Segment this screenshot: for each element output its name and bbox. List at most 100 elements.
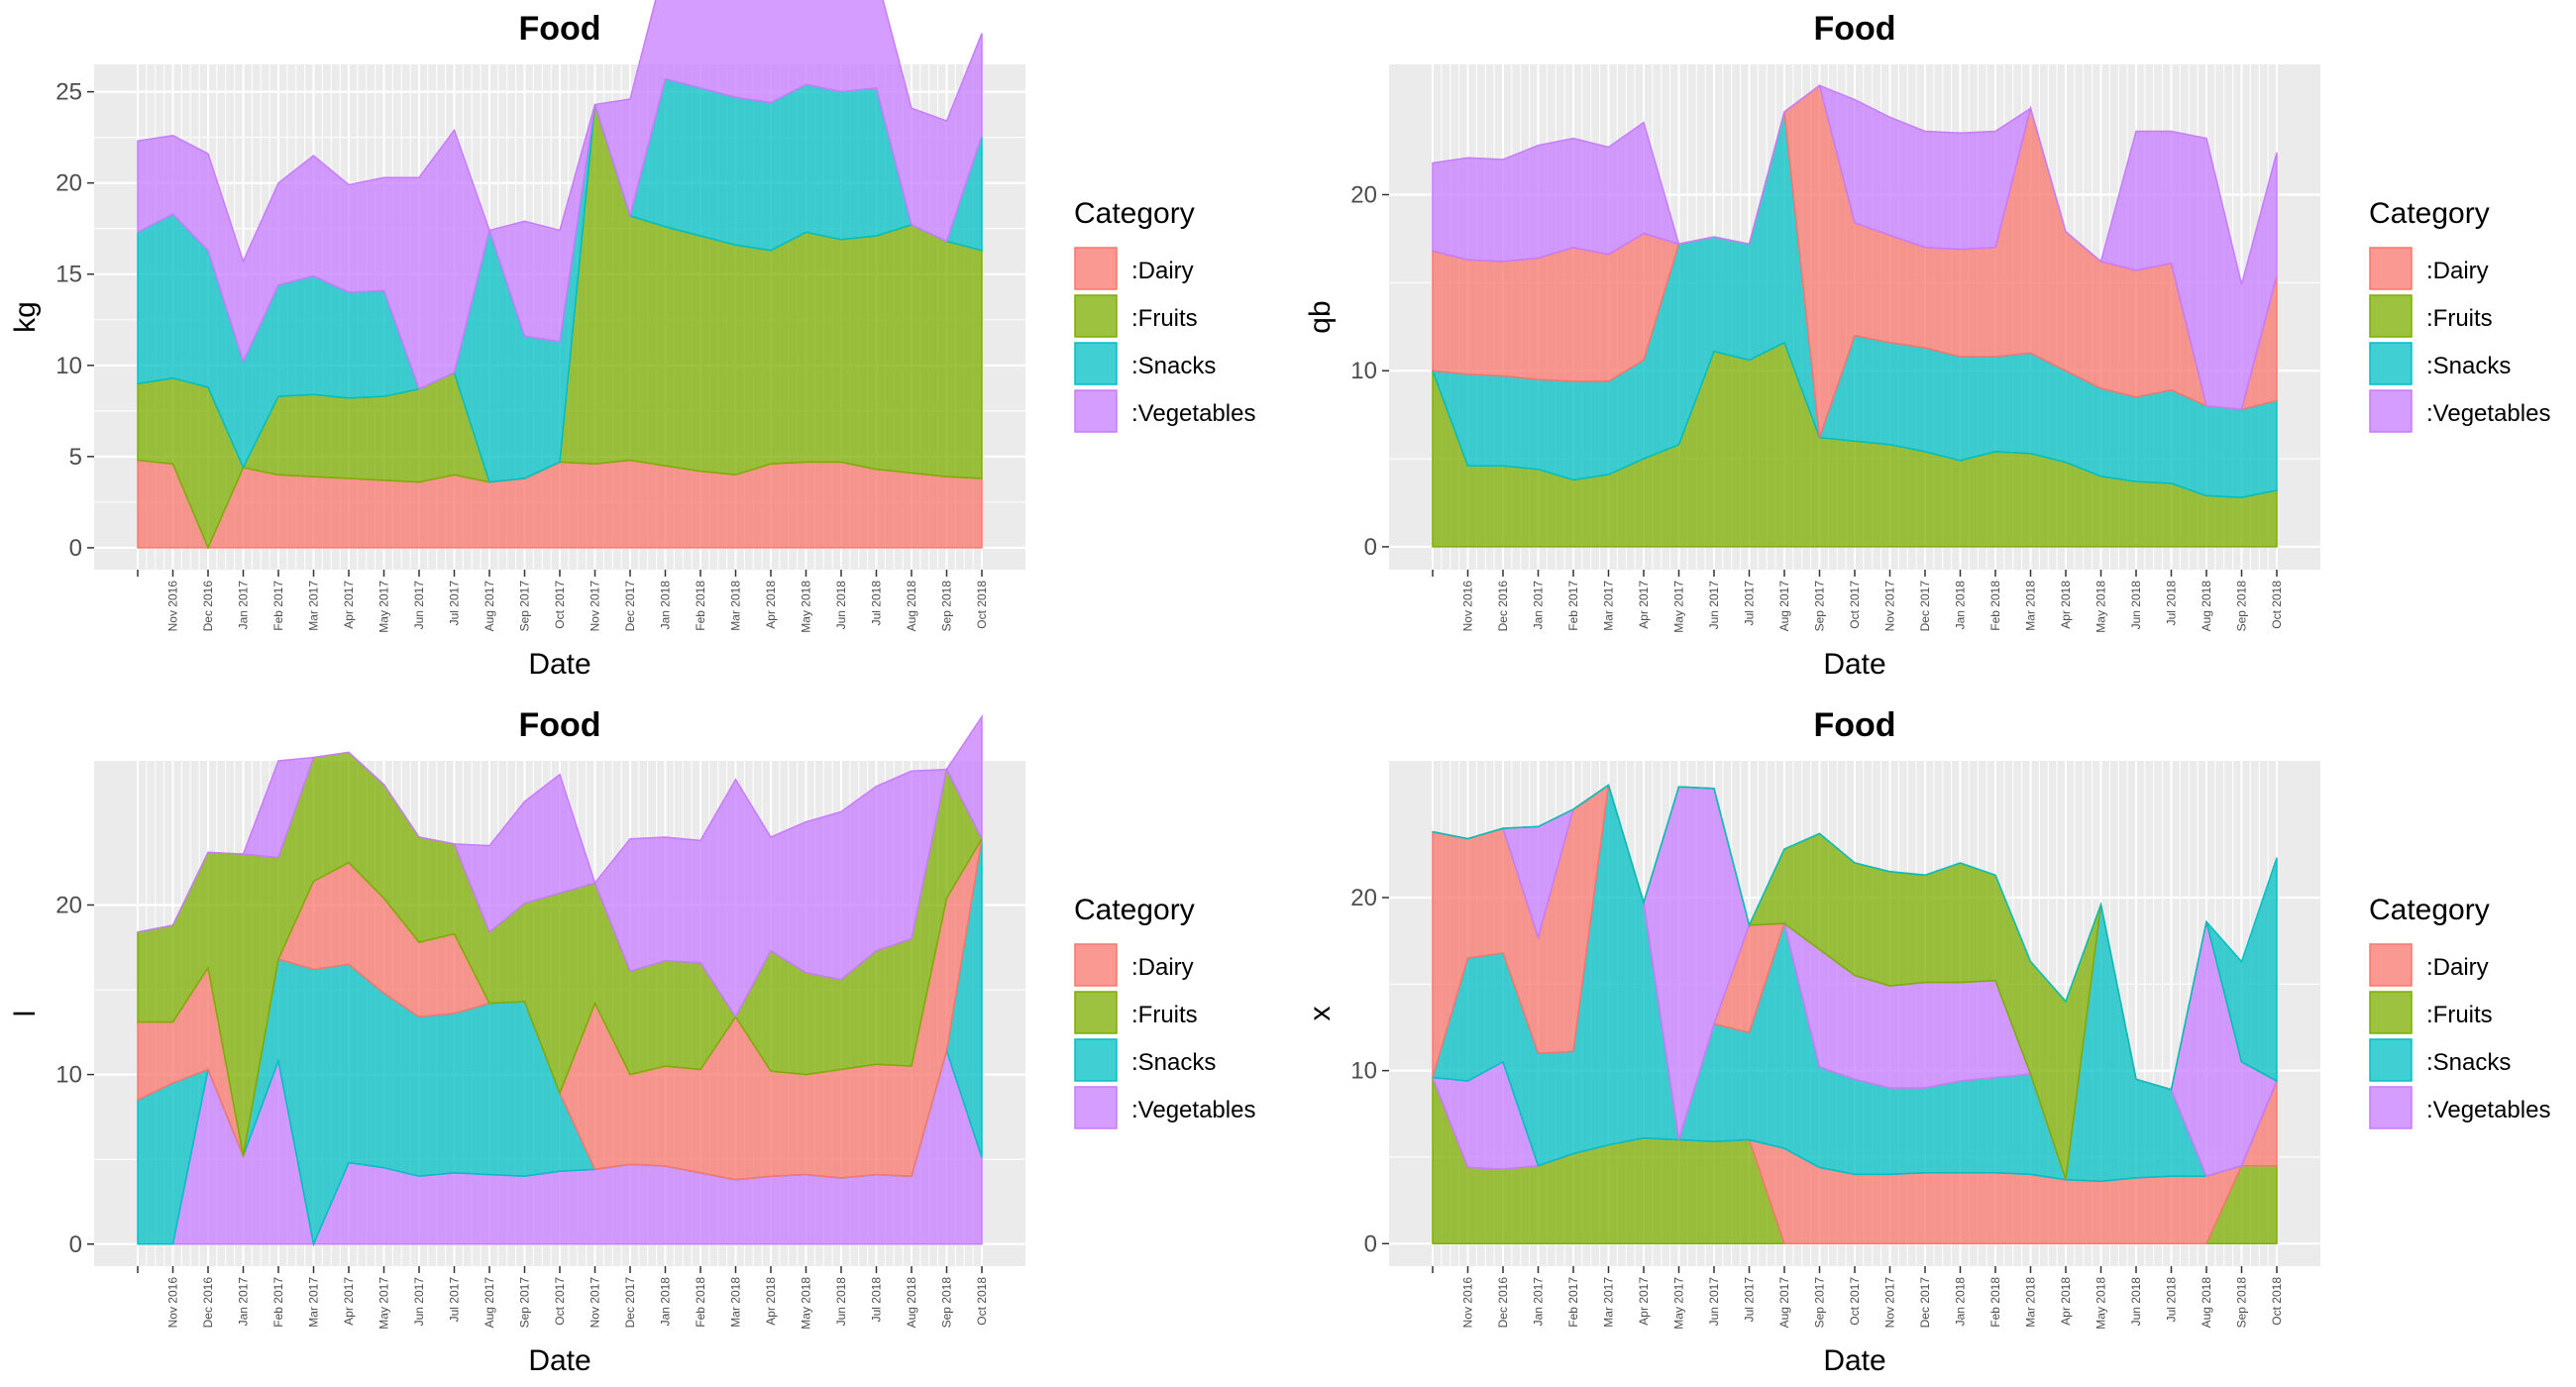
- y-tick-label: 20: [55, 892, 82, 918]
- x-tick-label: Jan 2018: [1954, 1277, 1968, 1327]
- x-tick-label: Dec 2016: [201, 581, 215, 632]
- x-tick-label: Jan 2017: [237, 581, 251, 630]
- panel-kg: 0 5 10 15 20 25 Nov 2016 Dec 2016 Jan 2017 Feb 20…: [9, 0, 1255, 681]
- area-vegetables: [137, 0, 983, 390]
- y-tick-label: 10: [1350, 358, 1377, 384]
- x-tick-label: Jun 2017: [1707, 1277, 1721, 1327]
- x-tick-label: Dec 2016: [1496, 581, 1510, 632]
- area-dairy: [137, 459, 983, 550]
- area-vegetables: [1432, 84, 2278, 411]
- legend-label: :Snacks: [2426, 353, 2511, 379]
- legend-key-dairy: [2369, 943, 2413, 987]
- x-tick-label: Oct 2017: [553, 581, 567, 629]
- x-tick-label: Nov 2016: [1461, 581, 1475, 632]
- x-tick-label: Oct 2017: [1848, 581, 1862, 629]
- x-axis-title: Date: [1823, 1344, 1885, 1377]
- x-tick-label: Nov 2017: [1883, 1277, 1897, 1329]
- legend-title: Category: [2369, 894, 2490, 926]
- legend-key-vegetables: [1074, 1086, 1118, 1129]
- x-tick-label: Jul 2018: [2165, 581, 2179, 626]
- legend-key-snacks: [1074, 1038, 1118, 1082]
- y-tick-label: 20: [1350, 181, 1377, 208]
- x-tick-label: Apr 2017: [342, 1277, 356, 1326]
- x-tick-label: Mar 2018: [2024, 581, 2038, 631]
- panel-x: 0 10 20 Nov 2016 Dec 2016 Jan 2017 Feb 2017 Mar…: [1304, 706, 2550, 1377]
- chart-title: Food: [1813, 10, 1895, 48]
- legend-label: :Dairy: [1131, 258, 1194, 284]
- y-tick-label: 10: [55, 353, 82, 379]
- x-tick-label: Jul 2017: [448, 1277, 462, 1323]
- legend-label: :Fruits: [2426, 305, 2493, 332]
- x-tick-label: Aug 2018: [2200, 581, 2213, 632]
- x-tick-label: Jun 2017: [412, 1277, 426, 1327]
- legend-label: :Fruits: [2426, 1002, 2493, 1028]
- x-tick-label: Oct 2018: [2270, 581, 2284, 629]
- x-tick-label: Feb 2018: [694, 1277, 707, 1328]
- x-tick-label: Oct 2018: [975, 581, 989, 629]
- chart-title: Food: [518, 10, 600, 48]
- x-tick-label: May 2017: [1672, 581, 1686, 633]
- x-tick-label: Dec 2016: [1496, 1277, 1510, 1329]
- y-tick-label: 0: [69, 535, 82, 562]
- x-tick-label: Jan 2018: [659, 581, 673, 630]
- x-tick-label: Jan 2017: [1532, 581, 1546, 630]
- x-tick-label: Jun 2018: [2129, 581, 2143, 630]
- x-tick-label: Aug 2018: [905, 581, 918, 632]
- x-tick-label: Sep 2018: [2235, 581, 2249, 632]
- legend-key-fruits: [1074, 294, 1118, 338]
- x-tick-label: Nov 2016: [166, 1277, 180, 1329]
- chart-title: Food: [1813, 706, 1895, 744]
- x-tick-label: Apr 2018: [764, 1277, 778, 1326]
- x-tick-label: Jun 2018: [834, 1277, 848, 1327]
- x-tick-label: Apr 2017: [342, 581, 356, 629]
- legend-key-snacks: [2369, 1038, 2413, 1082]
- x-tick-label: May 2018: [2094, 1277, 2108, 1330]
- y-tick-label: 0: [1364, 534, 1377, 561]
- x-tick-label: Feb 2017: [271, 581, 285, 631]
- y-tick-label: 5: [69, 444, 82, 471]
- y-tick-label: 10: [55, 1062, 82, 1089]
- x-tick-label: Dec 2016: [201, 1277, 215, 1329]
- x-tick-label: Jul 2017: [1743, 581, 1757, 626]
- x-tick-label: Sep 2018: [940, 1277, 954, 1329]
- x-tick-label: Sep 2017: [518, 581, 532, 632]
- x-tick-label: Aug 2018: [2200, 1277, 2213, 1329]
- x-tick-label: Apr 2018: [764, 581, 778, 629]
- y-tick-label: 15: [55, 262, 82, 288]
- x-tick-label: May 2017: [1672, 1277, 1686, 1330]
- x-axis-title: Date: [528, 648, 590, 681]
- x-tick-label: Sep 2017: [1813, 581, 1827, 632]
- x-tick-label: Dec 2017: [623, 1277, 637, 1329]
- y-axis-title: qb: [1304, 300, 1337, 333]
- x-tick-label: Mar 2017: [1602, 581, 1616, 631]
- x-tick-label: Dec 2017: [1918, 581, 1932, 632]
- x-tick-label: Apr 2017: [1637, 1277, 1651, 1326]
- x-tick-label: Jun 2018: [834, 581, 848, 630]
- x-tick-label: Sep 2018: [2235, 1277, 2249, 1329]
- legend-label: :Dairy: [2426, 954, 2489, 981]
- x-tick-label: Jul 2017: [1743, 1277, 1757, 1323]
- x-tick-label: Jan 2017: [1532, 1277, 1546, 1327]
- x-tick-label: Jul 2017: [448, 581, 462, 626]
- x-tick-label: Jan 2017: [237, 1277, 251, 1327]
- legend-key-fruits: [2369, 991, 2413, 1034]
- x-tick-label: Feb 2017: [1566, 1277, 1580, 1328]
- area-vegetables: [137, 714, 983, 1018]
- legend-title: Category: [1074, 894, 1195, 926]
- legend-title: Category: [1074, 197, 1195, 230]
- x-tick-label: Feb 2018: [1988, 1277, 2002, 1328]
- legend-key-snacks: [1074, 342, 1118, 385]
- y-axis-title: x: [1304, 1007, 1337, 1021]
- x-tick-label: Mar 2018: [2024, 1277, 2038, 1328]
- panel-l: 0 10 20 Nov 2016 Dec 2016 Jan 2017 Feb 2017 Mar…: [9, 706, 1255, 1377]
- legend-label: :Vegetables: [2426, 400, 2550, 427]
- chart-title: Food: [518, 706, 600, 744]
- x-tick-label: Jan 2018: [659, 1277, 673, 1327]
- x-tick-label: Sep 2018: [940, 581, 954, 632]
- legend-label: :Dairy: [1131, 954, 1194, 981]
- x-tick-label: Oct 2017: [1848, 1277, 1862, 1326]
- legend-label: :Fruits: [1131, 1002, 1198, 1028]
- x-tick-label: Jun 2017: [1707, 581, 1721, 630]
- x-tick-label: Mar 2017: [1602, 1277, 1616, 1328]
